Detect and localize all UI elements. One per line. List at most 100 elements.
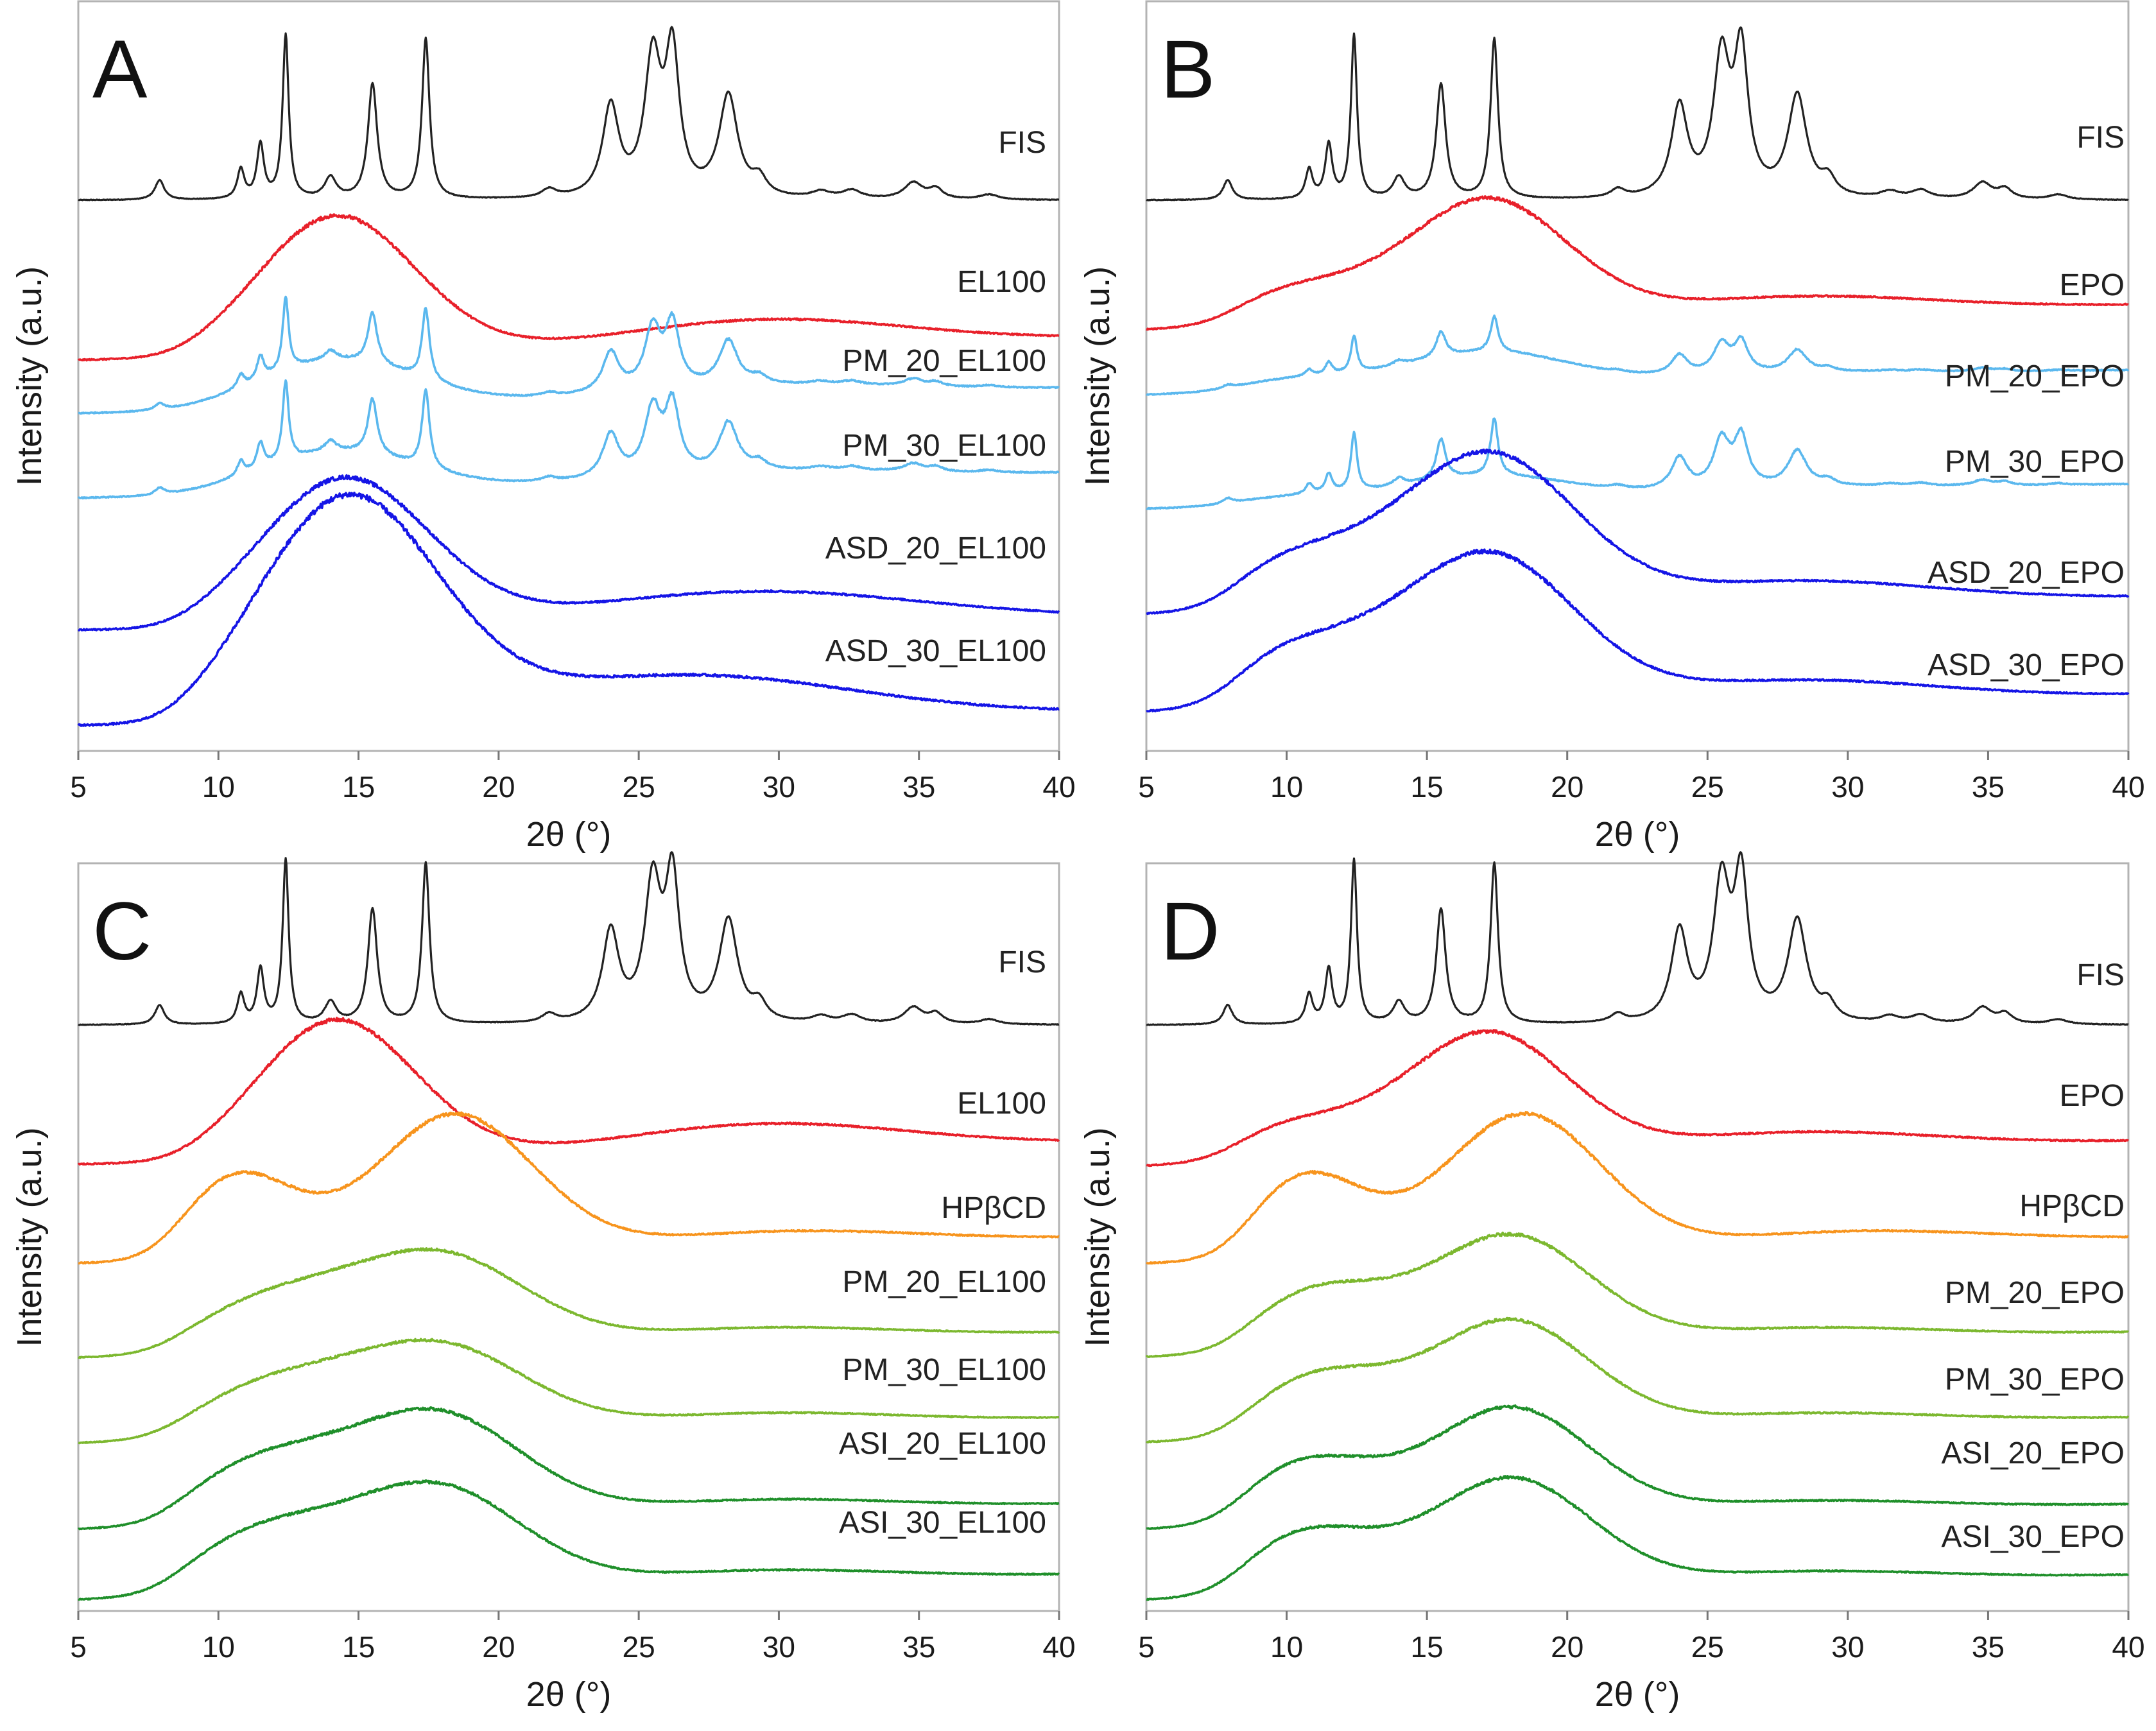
trace-asi_30_epo [1146,1475,2129,1601]
trace-label-pm_20_epo: PM_20_EPO [1945,1276,2125,1310]
plot-frame [1145,862,2130,1612]
x-tick-label: 35 [1972,1630,2005,1664]
x-tick-label: 15 [342,770,375,804]
x-tick-label: 20 [482,1630,515,1664]
trace-label-asd_30_el100: ASD_30_EL100 [825,634,1046,668]
trace-asd_30_epo [1146,548,2130,713]
trace-label-asi_20_epo: ASI_20_EPO [1941,1436,2125,1470]
x-tick-label: 5 [70,770,87,804]
trace-hpbcd [1146,1110,2129,1265]
trace-label-pm_20_el100: PM_20_EL100 [842,1265,1046,1299]
x-tick-label: 5 [1138,1630,1155,1664]
panel-d: 5 10 15 20 25 30 35 40 2θ (°) Intensity (a.u.) D FI… [1078,851,2145,1714]
x-tick-label: 30 [763,770,795,804]
trace-el100 [77,1017,1060,1166]
panel-c: 5 10 15 20 25 30 35 40 2θ (°) Intensity (a.u.) C FI… [10,851,1076,1714]
x-tick-label: 15 [1411,1630,1444,1664]
trace-label-pm_30_epo: PM_30_EPO [1945,445,2125,479]
y-axis-label: Intensity (a.u.) [10,1127,49,1347]
trace-epo [1146,195,2129,331]
trace-label-pm_20_epo: PM_20_EPO [1945,359,2125,393]
trace-asi_30_el100 [77,1479,1060,1601]
x-tick-label: 35 [902,770,935,804]
panel-letter: D [1160,886,1220,977]
x-tick-label: 35 [1972,770,2005,804]
y-axis-label: Intensity (a.u.) [1078,1127,1117,1347]
x-tick-label: 10 [1270,770,1303,804]
x-axis-label: 2θ (°) [1595,815,1680,854]
trace-label-asd_20_epo: ASD_20_EPO [1927,556,2125,590]
trace-label-pm_30_epo: PM_30_EPO [1945,1363,2125,1397]
x-tick-label: 20 [1551,1630,1583,1664]
panel-letter: C [92,886,151,977]
x-tick-label: 10 [202,1630,235,1664]
x-tick-label: 15 [342,1630,375,1664]
x-tick-label: 25 [623,770,655,804]
x-tick-label: 30 [1831,770,1864,804]
x-tick-label: 5 [1138,770,1155,804]
x-tick-label: 40 [2112,1630,2144,1664]
trace-pm_30_el100 [77,379,1060,500]
x-tick-label: 25 [1691,1630,1724,1664]
trace-pm_20_el100 [77,1247,1060,1359]
x-tick-label: 10 [1270,1630,1303,1664]
trace-pm_30_el100 [78,1338,1060,1445]
x-tick-label: 5 [70,1630,87,1664]
panel-letter: B [1160,24,1215,116]
trace-pm_20_el100 [78,295,1060,415]
trace-label-asi_20_el100: ASI_20_EL100 [839,1427,1046,1461]
x-axis-label: 2θ (°) [1595,1675,1680,1714]
trace-epo [1146,1029,2129,1167]
trace-fis [78,26,1060,202]
trace-fis [1146,26,2129,202]
trace-label-pm_30_el100: PM_30_EL100 [842,429,1046,463]
x-tick-label: 20 [1551,770,1583,804]
trace-label-fis: FIS [998,945,1046,979]
trace-label-el100: EL100 [957,265,1046,299]
trace-label-fis: FIS [998,126,1046,160]
x-tick-label: 40 [1042,1630,1075,1664]
x-tick-label: 30 [1831,1630,1864,1664]
trace-el100 [77,213,1060,362]
panel-b: 5 10 15 20 25 30 35 40 2θ (°) Intensity (a.u.) B FI… [1078,0,2145,854]
trace-asi_20_el100 [78,1406,1060,1531]
trace-asd_30_el100 [77,492,1060,727]
x-tick-label: 35 [902,1630,935,1664]
plot-frame [77,0,1060,752]
trace-hpbcd [78,1111,1060,1265]
trace-pm_20_epo [1145,1231,2130,1358]
trace-label-pm_30_el100: PM_30_EL100 [842,1353,1046,1387]
trace-pm_30_epo [1146,417,2130,510]
trace-label-epo: EPO [2060,1079,2125,1113]
trace-label-fis: FIS [2076,121,2125,155]
panel-a: 5 10 15 20 25 30 35 40 2θ (°) Intensity (a.u.) A FI… [10,0,1076,854]
trace-fis [78,851,1060,1026]
x-axis-label: 2θ (°) [526,815,612,854]
x-tick-label: 20 [482,770,515,804]
trace-label-asi_30_epo: ASI_30_EPO [1941,1520,2125,1554]
y-axis-label: Intensity (a.u.) [10,266,49,486]
trace-label-asd_20_el100: ASD_20_EL100 [825,531,1046,565]
trace-fis [1146,851,2129,1026]
x-tick-label: 30 [763,1630,795,1664]
x-tick-label: 40 [2112,770,2144,804]
trace-label-pm_20_el100: PM_20_EL100 [842,344,1046,378]
trace-asd_20_epo [1146,448,2130,616]
trace-pm_20_epo [1146,314,2130,396]
trace-label-asi_30_el100: ASI_30_EL100 [839,1506,1046,1540]
panel-letter: A [92,24,148,116]
plot-frame [77,862,1060,1612]
trace-label-hpbcd: HPβCD [941,1191,1046,1225]
y-axis-label: Intensity (a.u.) [1078,266,1117,486]
x-axis-label: 2θ (°) [526,1675,612,1714]
trace-asd_20_el100 [78,474,1060,632]
trace-label-fis: FIS [2076,958,2125,992]
trace-label-el100: EL100 [957,1087,1046,1121]
x-tick-label: 25 [1691,770,1724,804]
trace-label-asd_30_epo: ASD_30_EPO [1927,648,2125,682]
trace-label-epo: EPO [2060,268,2125,302]
x-tick-label: 25 [623,1630,655,1664]
x-tick-label: 40 [1042,770,1075,804]
trace-label-hpbcd: HPβCD [2019,1189,2125,1223]
